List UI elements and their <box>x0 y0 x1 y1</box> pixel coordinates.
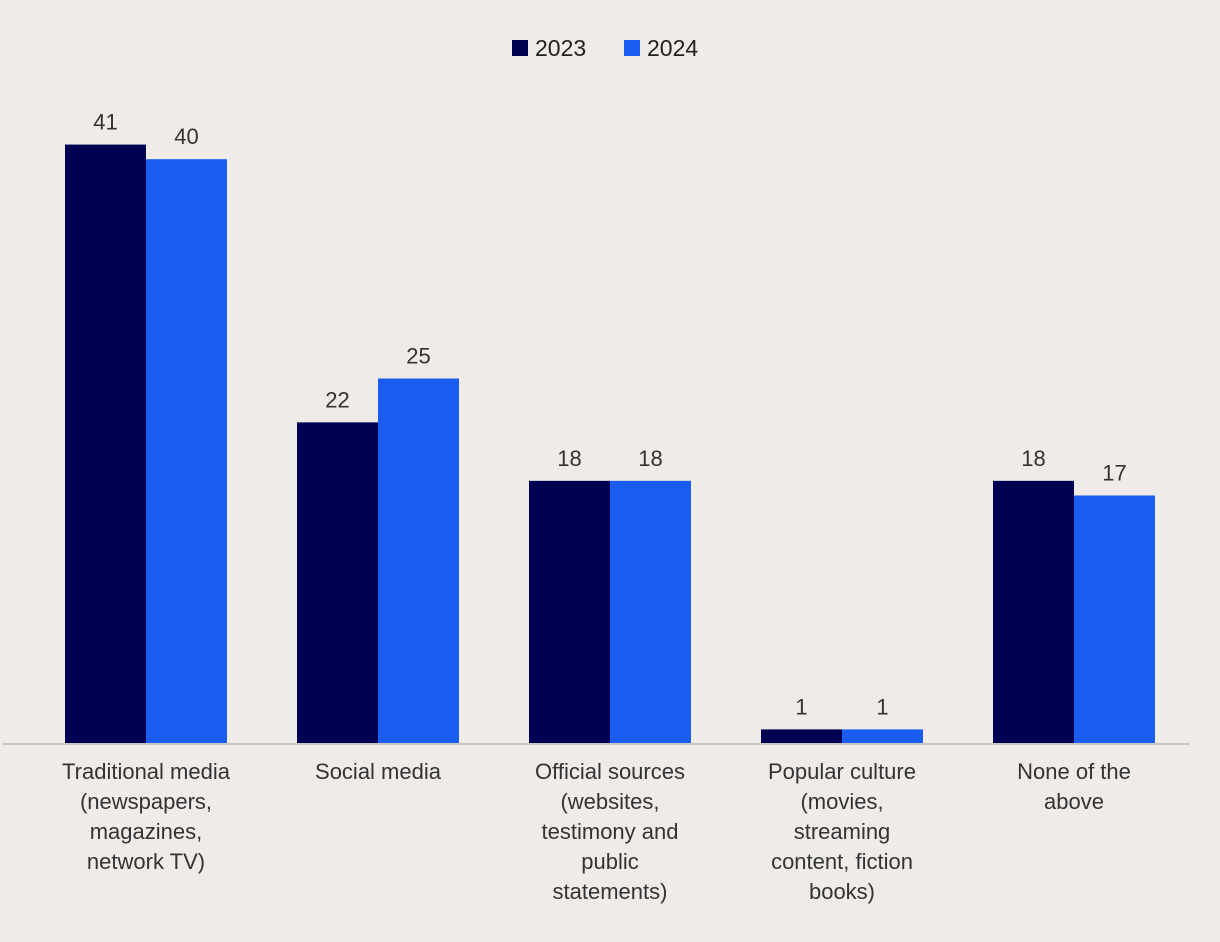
data-label-2023-4: 18 <box>1021 446 1045 471</box>
bar-2024-0 <box>146 159 227 744</box>
category-labels-group: Traditional media (newspapers, magazines, n… <box>62 759 1131 904</box>
category-label-line: books) <box>809 879 875 904</box>
bar-2023-2 <box>529 480 610 744</box>
bar-2023-0 <box>65 144 146 744</box>
category-label-4: None of the above <box>1017 759 1131 814</box>
bar-2023-3 <box>761 729 842 744</box>
bars-group <box>65 144 1155 744</box>
category-label-0: Traditional media (newspapers, magazines, n… <box>62 759 231 874</box>
legend-swatch-2024 <box>624 40 640 56</box>
bar-2024-1 <box>378 378 459 744</box>
category-label-1: Social media <box>315 759 442 784</box>
category-label-line: None of the <box>1017 759 1131 784</box>
data-label-2024-2: 18 <box>638 446 662 471</box>
category-label-line: above <box>1044 789 1104 814</box>
category-label-line: magazines, <box>90 819 203 844</box>
legend-label-2024: 2024 <box>647 35 698 61</box>
data-label-2024-0: 40 <box>174 124 198 149</box>
data-label-2023-1: 22 <box>325 387 349 412</box>
category-label-line: Popular culture <box>768 759 916 784</box>
value-labels-group: 41 40 22 25 18 18 1 1 18 17 <box>93 110 1126 720</box>
category-label-2: Official sources (websites, testimony and p… <box>535 759 685 904</box>
bar-2023-4 <box>993 480 1074 744</box>
data-label-2024-3: 1 <box>876 694 888 719</box>
bar-2024-3 <box>842 729 923 744</box>
category-label-3: Popular culture (movies, streaming content,… <box>768 759 916 904</box>
category-label-line: statements) <box>553 879 668 904</box>
data-label-2023-2: 18 <box>557 446 581 471</box>
data-label-2023-0: 41 <box>93 110 117 135</box>
category-label-line: (movies, <box>800 789 883 814</box>
data-label-2024-4: 17 <box>1102 460 1126 485</box>
category-label-line: public <box>581 849 638 874</box>
bar-2024-2 <box>610 480 691 744</box>
legend: 2023 2024 <box>512 35 698 61</box>
category-label-line: network TV) <box>87 849 205 874</box>
bar-2024-4 <box>1074 495 1155 744</box>
category-label-line: (newspapers, <box>80 789 212 814</box>
legend-label-2023: 2023 <box>535 35 586 61</box>
category-label-line: Social media <box>315 759 442 784</box>
category-label-line: Traditional media <box>62 759 231 784</box>
legend-swatch-2023 <box>512 40 528 56</box>
category-label-line: streaming <box>794 819 891 844</box>
category-label-line: Official sources <box>535 759 685 784</box>
category-label-line: (websites, <box>560 789 659 814</box>
data-label-2024-1: 25 <box>406 344 430 369</box>
bar-2023-1 <box>297 422 378 744</box>
data-label-2023-3: 1 <box>795 694 807 719</box>
category-label-line: testimony and <box>542 819 679 844</box>
category-label-line: content, fiction <box>771 849 913 874</box>
